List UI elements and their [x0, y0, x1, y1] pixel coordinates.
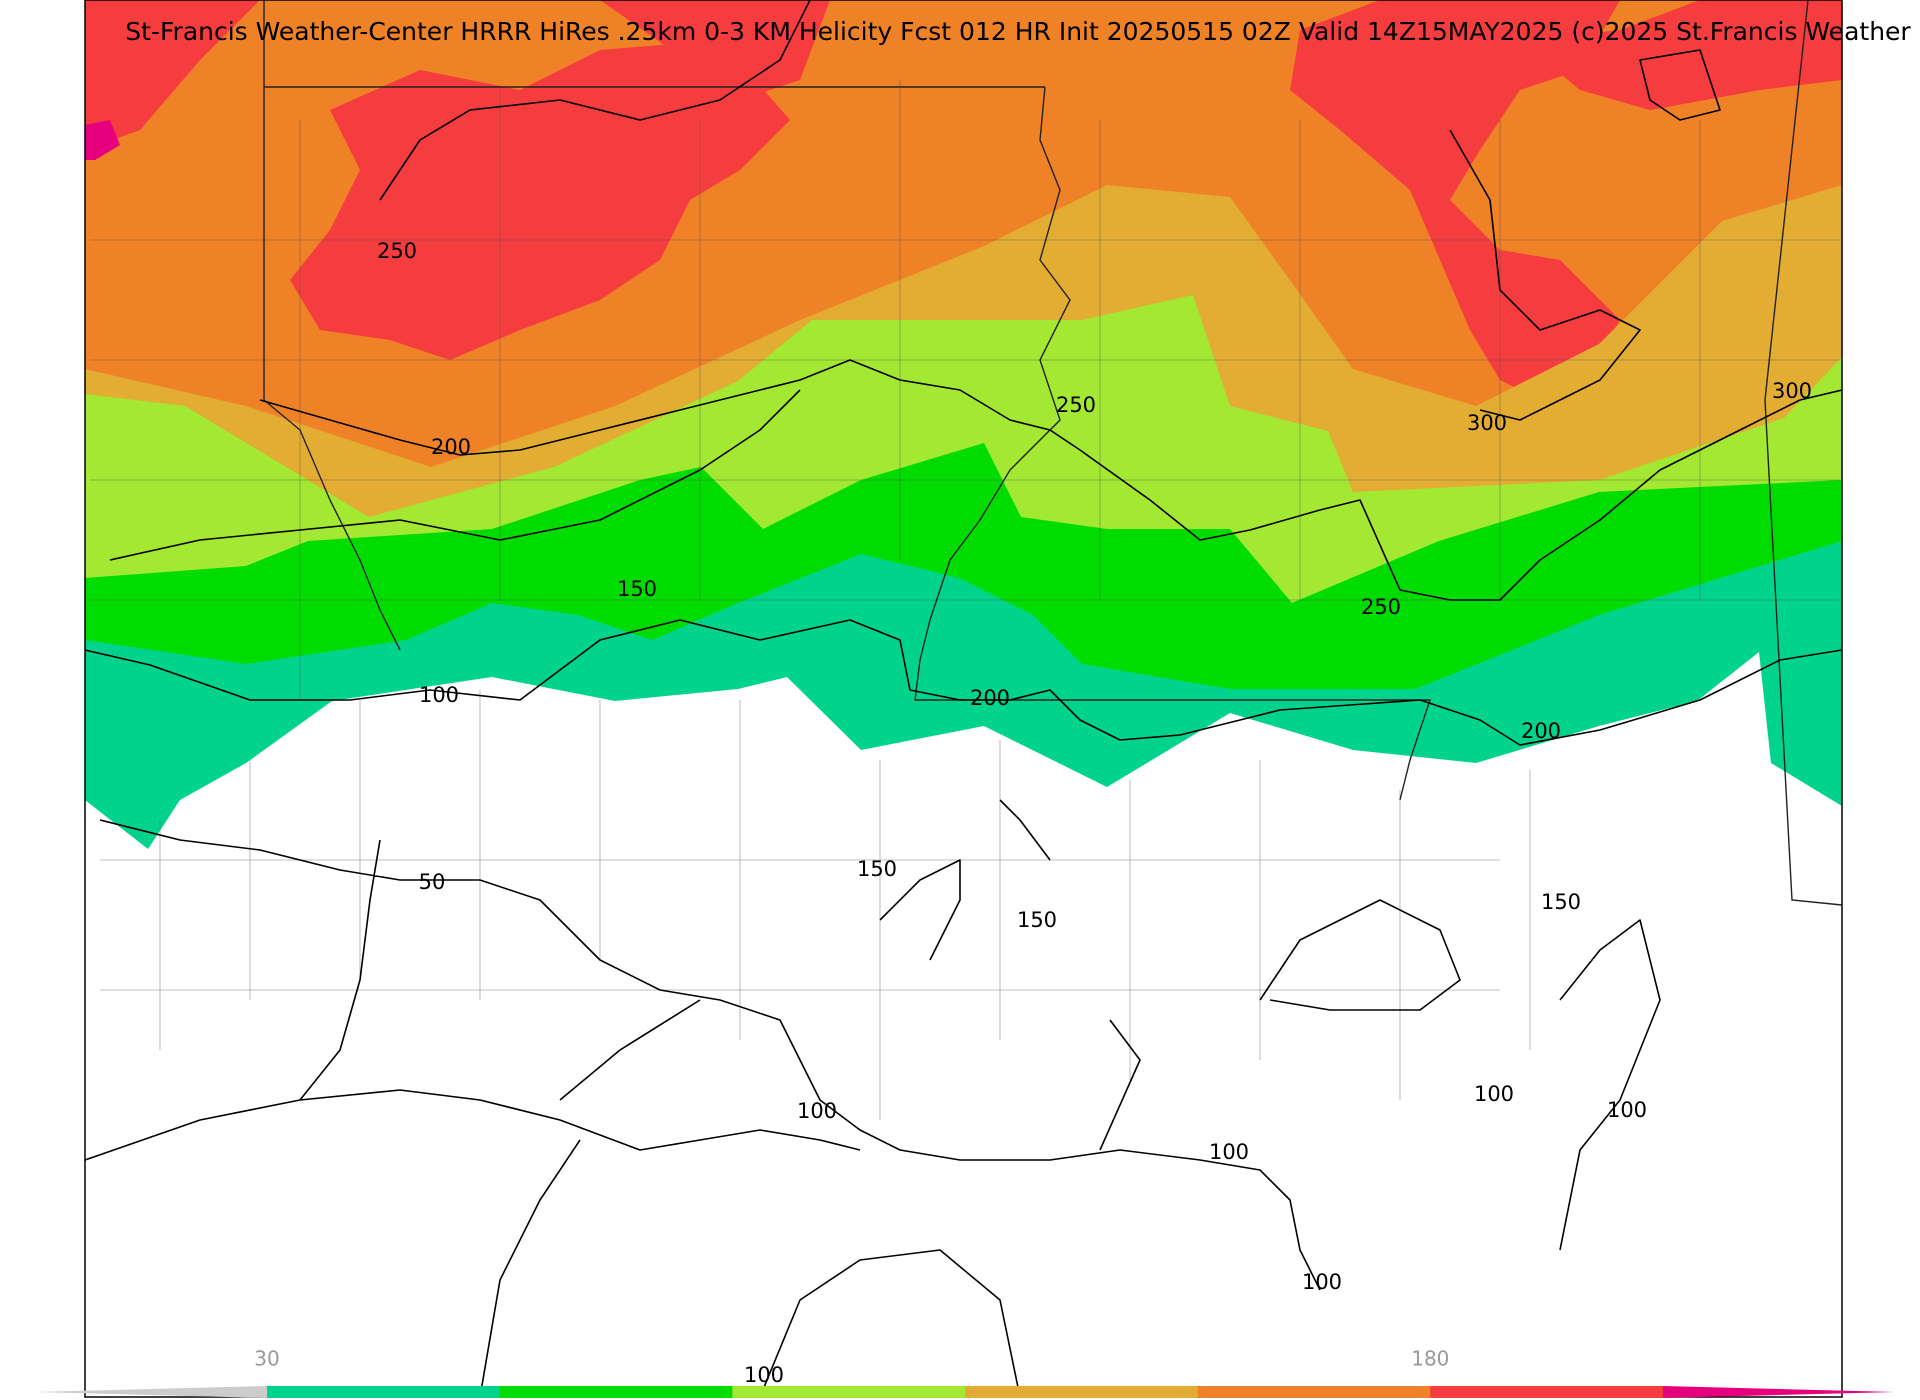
contour-label: 200: [431, 435, 471, 459]
colorbar-label: 180: [1411, 1347, 1449, 1371]
band-red: [290, 40, 790, 360]
band-red: [1520, 0, 1842, 110]
band-magenta: [85, 120, 120, 160]
contour-label: 300: [1772, 379, 1812, 403]
contour-label: 250: [1361, 595, 1401, 619]
contour-line: [379, 0, 1721, 421]
contour-label: 100: [419, 683, 459, 707]
contour-label: 150: [1017, 908, 1057, 932]
contour-label: 250: [1056, 393, 1096, 417]
colorbar-segment: [1430, 1386, 1664, 1398]
colorbar-segment: [267, 1386, 501, 1398]
contour-label: 200: [970, 686, 1010, 710]
contour-line: [85, 819, 1661, 1397]
contour-labels: 250 200 250 150 100 200 250 300 300 200 50 150 150 15…: [377, 239, 1812, 1387]
contour-label: 100: [1302, 1270, 1342, 1294]
colorbar-high-arrow: [1663, 1386, 1895, 1398]
contour-label: 150: [617, 577, 657, 601]
colorbar: 30 180: [35, 1347, 1895, 1398]
contour-label: 150: [1541, 890, 1581, 914]
contour-line: [559, 799, 1141, 1151]
contour-label: 300: [1467, 411, 1507, 435]
map-title: St-Francis Weather-Center HRRR HiRes .25…: [125, 17, 1911, 46]
colorbar-segment: [1197, 1386, 1431, 1398]
contour-label: 100: [1607, 1098, 1647, 1122]
band-white: [85, 652, 1842, 1397]
contour-label: 200: [1521, 719, 1561, 743]
contour-label: 100: [1209, 1140, 1249, 1164]
colorbar-segment: [732, 1386, 966, 1398]
contour-line: [85, 389, 1842, 746]
fill-layers: [85, 0, 1842, 1397]
contour-label: 150: [857, 857, 897, 881]
county-lines: [90, 80, 1840, 1120]
contour-label: 100: [744, 1363, 784, 1387]
band-red: [600, 0, 830, 100]
colorbar-label: 30: [254, 1347, 279, 1371]
contour-label: 50: [419, 870, 446, 894]
colorbar-segment: [965, 1386, 1199, 1398]
contour-label: 100: [797, 1099, 837, 1123]
colorbar-low-arrow: [35, 1386, 267, 1398]
contour-label: 100: [1474, 1082, 1514, 1106]
contour-line: [259, 359, 1842, 601]
state-borders: [263, 0, 1842, 906]
contour-label: 250: [377, 239, 417, 263]
band-red: [85, 0, 260, 150]
colorbar-segment: [499, 1386, 733, 1398]
band-red: [1290, 0, 1620, 400]
